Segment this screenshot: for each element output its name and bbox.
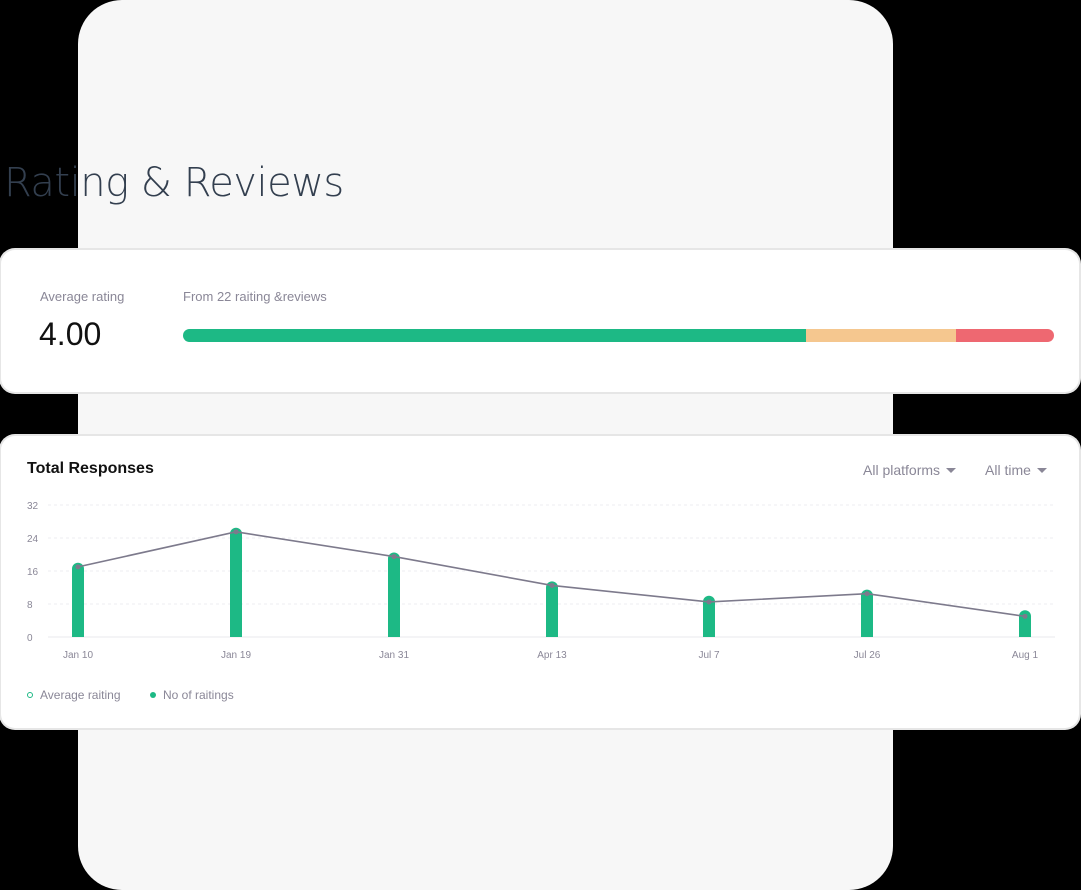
page-title: Rating & Reviews bbox=[4, 160, 344, 206]
time-dropdown-label: All time bbox=[985, 462, 1031, 478]
chart-title: Total Responses bbox=[27, 460, 154, 477]
svg-text:Jul 7: Jul 7 bbox=[698, 650, 720, 661]
bar bbox=[703, 595, 715, 637]
legend-label: Average raiting bbox=[40, 688, 121, 702]
bar bbox=[72, 562, 84, 637]
platform-dropdown-label: All platforms bbox=[863, 462, 941, 478]
filled-dot-icon bbox=[150, 692, 156, 698]
svg-text:24: 24 bbox=[27, 534, 39, 545]
bar bbox=[546, 581, 558, 637]
svg-text:0: 0 bbox=[27, 633, 33, 644]
hollow-dot-icon bbox=[27, 692, 33, 698]
svg-text:Jan 10: Jan 10 bbox=[63, 650, 93, 661]
bar bbox=[861, 589, 873, 637]
average-rating-value: 4.00 bbox=[39, 316, 102, 352]
total-responses-card bbox=[1, 436, 1079, 728]
distribution-segment-positive bbox=[183, 329, 806, 342]
review-count-label: From 22 raiting &reviews bbox=[183, 289, 327, 304]
svg-text:Aug 1: Aug 1 bbox=[1012, 650, 1039, 661]
bar bbox=[230, 527, 242, 637]
average-rating-label: Average rating bbox=[40, 289, 125, 304]
legend-average-rating: Average raiting bbox=[27, 688, 121, 702]
bar bbox=[388, 552, 400, 637]
distribution-segment-negative bbox=[955, 329, 1054, 342]
caret-down-icon bbox=[946, 467, 957, 473]
svg-text:Jul 26: Jul 26 bbox=[854, 650, 881, 661]
responses-chart: 0 8 16 24 32 Jan 10 Jan 19 Jan 31 Apr 13 Jul 7 Jul… bbox=[27, 501, 1055, 661]
svg-text:Jan 31: Jan 31 bbox=[379, 650, 409, 661]
svg-text:16: 16 bbox=[27, 567, 39, 578]
rating-distribution-bar bbox=[183, 329, 1054, 342]
bar bbox=[1019, 610, 1031, 637]
legend-no-of-ratings: No of raitings bbox=[150, 688, 234, 702]
legend-label: No of raitings bbox=[163, 688, 234, 702]
rating-summary-card bbox=[1, 250, 1079, 392]
distribution-segment-neutral bbox=[805, 329, 956, 342]
platform-dropdown[interactable]: All platforms bbox=[863, 462, 957, 478]
time-dropdown[interactable]: All time bbox=[985, 462, 1047, 478]
caret-down-icon bbox=[1036, 467, 1047, 473]
svg-text:32: 32 bbox=[27, 501, 39, 512]
svg-text:8: 8 bbox=[27, 600, 33, 611]
svg-text:Apr 13: Apr 13 bbox=[537, 650, 567, 661]
svg-text:Jan 19: Jan 19 bbox=[221, 650, 251, 661]
